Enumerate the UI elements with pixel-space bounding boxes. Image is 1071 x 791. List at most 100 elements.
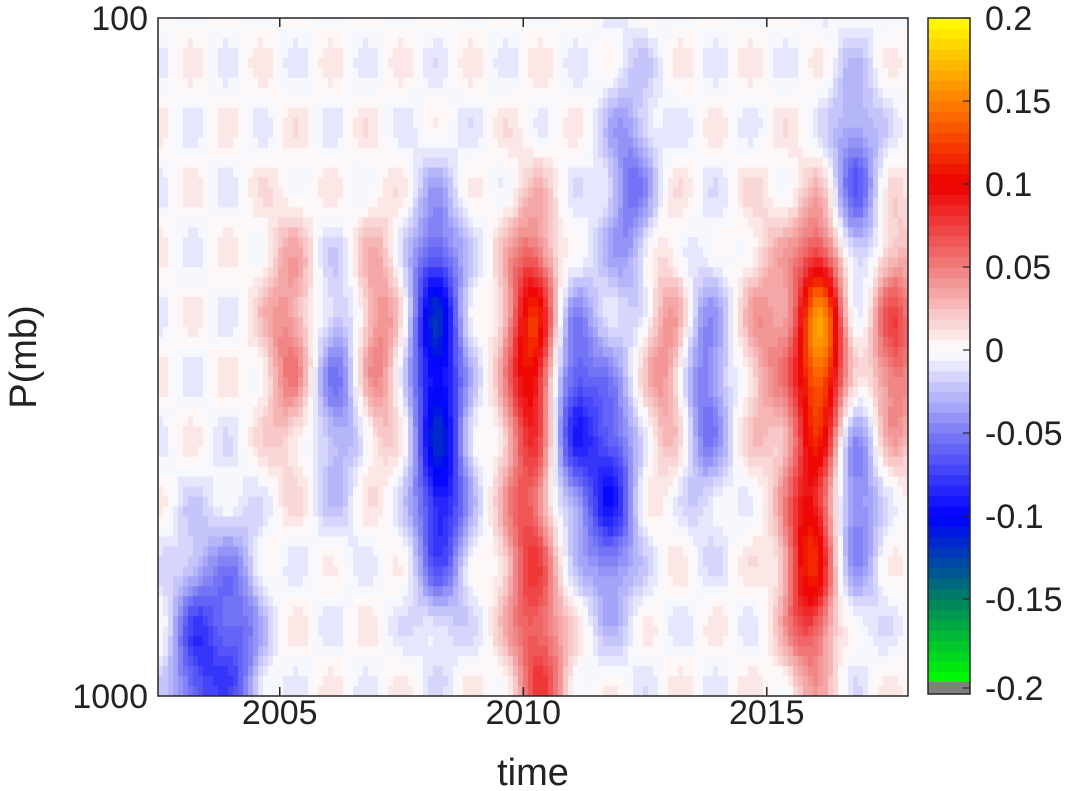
heatmap-cell [798, 267, 804, 278]
heatmap-cell [188, 87, 194, 99]
heatmap-cell [893, 47, 899, 59]
heatmap-cell [643, 117, 649, 129]
heatmap-cell [293, 77, 299, 89]
heatmap-cell [393, 167, 399, 179]
heatmap-cell [568, 47, 574, 59]
heatmap-cell [518, 127, 524, 139]
heatmap-cell [563, 87, 569, 99]
heatmap-cell [673, 47, 679, 59]
heatmap-cell [498, 257, 504, 268]
heatmap-cell [508, 107, 514, 119]
heatmap-cell [313, 37, 319, 49]
heatmap-cell [798, 57, 804, 69]
heatmap-cell [598, 157, 604, 169]
heatmap-cell [758, 287, 764, 298]
heatmap-cell [478, 247, 484, 258]
heatmap-cell [728, 337, 734, 348]
heatmap-cell [853, 57, 859, 69]
heatmap-cell [793, 137, 799, 149]
heatmap-cell [383, 197, 389, 209]
heatmap-cell [708, 37, 714, 49]
heatmap-cell [233, 317, 239, 328]
heatmap-cell [738, 18, 744, 29]
heatmap-cell [823, 27, 829, 39]
heatmap-cell [473, 97, 479, 109]
heatmap-cell [758, 257, 764, 268]
heatmap-cell [623, 287, 629, 298]
heatmap-cell [823, 57, 829, 69]
heatmap-cell [878, 237, 884, 248]
heatmap-cell [228, 217, 234, 228]
heatmap-cell [423, 87, 429, 99]
heatmap-cell [633, 327, 639, 338]
heatmap-cell [848, 287, 854, 298]
heatmap-cell [658, 37, 664, 49]
heatmap-cell [763, 207, 769, 219]
heatmap-cell [158, 27, 164, 39]
heatmap-cell [638, 197, 644, 209]
heatmap-cell [518, 217, 524, 228]
heatmap-cell [523, 117, 529, 129]
heatmap-cell [688, 117, 694, 129]
heatmap-cell [863, 27, 869, 39]
heatmap-cell [263, 317, 269, 328]
heatmap-cell [653, 27, 659, 39]
heatmap-cell [608, 187, 614, 199]
heatmap-cell [803, 167, 809, 179]
heatmap-cell [173, 197, 179, 209]
heatmap-cell [448, 327, 454, 338]
heatmap-cell [853, 97, 859, 109]
heatmap-cell [493, 207, 499, 219]
heatmap-cell [648, 137, 654, 149]
heatmap-cell [838, 167, 844, 179]
heatmap-cell [318, 297, 324, 308]
heatmap-cell [373, 297, 379, 308]
heatmap-cell [528, 267, 534, 278]
heatmap-cell [798, 227, 804, 238]
heatmap-cell [848, 317, 854, 328]
heatmap-cell [863, 337, 869, 348]
heatmap-cell [858, 327, 864, 338]
heatmap-cell [528, 87, 534, 99]
heatmap-cell [893, 297, 899, 308]
heatmap-cell [368, 87, 374, 99]
heatmap-cell [543, 87, 549, 99]
heatmap-cell [228, 127, 234, 139]
heatmap-cell [503, 37, 509, 49]
heatmap-cell [378, 327, 384, 338]
heatmap-cell [728, 87, 734, 99]
heatmap-cell [883, 18, 889, 29]
heatmap-cell [373, 167, 379, 179]
heatmap-cell [523, 277, 529, 288]
heatmap-cell [423, 117, 429, 129]
heatmap-cell [478, 197, 484, 209]
heatmap-cell [283, 167, 289, 179]
heatmap-cell [648, 147, 654, 159]
heatmap-cell [853, 327, 859, 338]
heatmap-cell [288, 97, 294, 109]
heatmap-cell [258, 167, 264, 179]
heatmap-cell [268, 57, 274, 69]
heatmap-cell [358, 317, 364, 328]
heatmap-cell [583, 307, 589, 318]
heatmap-cell [418, 107, 424, 119]
heatmap-cell [413, 18, 419, 29]
heatmap-cell [563, 137, 569, 149]
heatmap-cell [223, 287, 229, 298]
heatmap-cell [563, 337, 569, 348]
heatmap-cell [813, 117, 819, 129]
heatmap-cell [368, 187, 374, 199]
heatmap-cell [363, 207, 369, 219]
heatmap-cell [428, 307, 434, 318]
heatmap-cell [598, 57, 604, 69]
heatmap-cell [268, 18, 274, 29]
heatmap-cell [593, 37, 599, 49]
heatmap-cell [183, 117, 189, 129]
heatmap-cell [383, 337, 389, 348]
heatmap-cell [418, 207, 424, 219]
heatmap-cell [703, 147, 709, 159]
heatmap-cell [328, 327, 334, 338]
heatmap-cell [338, 207, 344, 219]
heatmap-cell [708, 277, 714, 288]
heatmap-cell [163, 117, 169, 129]
